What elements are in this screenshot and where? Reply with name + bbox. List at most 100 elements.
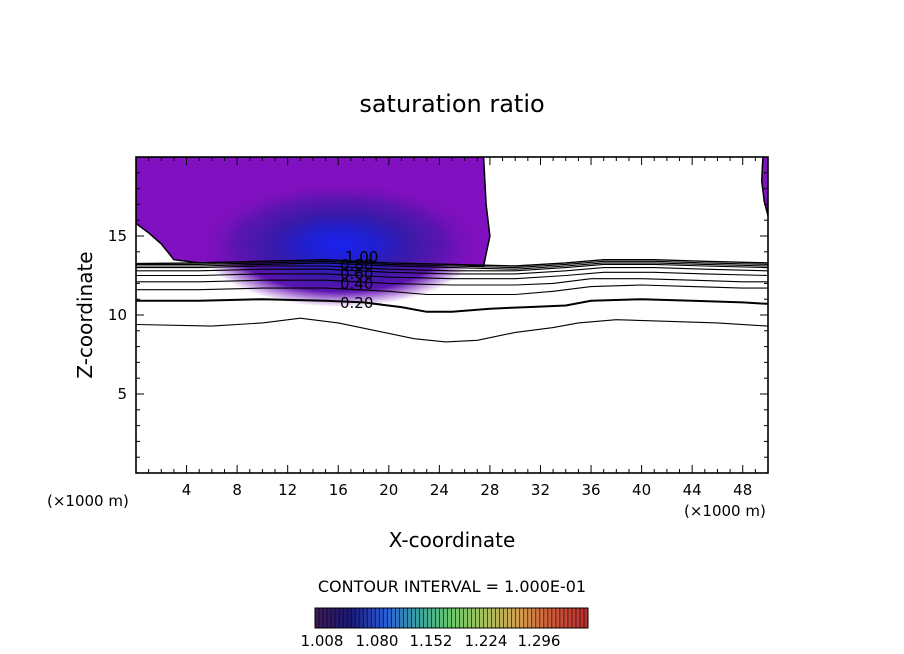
x-tick-label: 8 [232, 481, 242, 499]
colorbar-cell [419, 608, 424, 628]
plot-area [136, 157, 768, 343]
contour-line-0.3 [136, 284, 768, 296]
colorbar-cell [331, 608, 336, 628]
colorbar-tick-labels: 1.008 1.080 1.152 1.224 1.296 [301, 632, 561, 650]
x-tick-label: 44 [683, 481, 702, 499]
colorbar-cell [455, 608, 460, 628]
colorbar-cell [495, 608, 500, 628]
colorbar-cell [319, 608, 324, 628]
colorbar-cell [427, 608, 432, 628]
colorbar-cell [339, 608, 344, 628]
colorbar-cell [531, 608, 537, 628]
contour-line-0.4 [136, 278, 768, 286]
colorbar-cell [315, 608, 320, 628]
x-tick-label: 20 [379, 481, 398, 499]
x-tick-label: 24 [430, 481, 449, 499]
colorbar-cell [431, 608, 436, 628]
x-tick-label: 12 [278, 481, 297, 499]
supersaturation-core [200, 183, 480, 307]
colorbar-cell [567, 608, 573, 628]
chart-title: saturation ratio [359, 90, 544, 118]
y-tick-label: 5 [117, 385, 127, 403]
colorbar-cell [439, 608, 444, 628]
colorbar-cell [423, 608, 428, 628]
colorbar-cell [535, 608, 541, 628]
colorbar-cell [451, 608, 456, 628]
colorbar [314, 608, 589, 628]
colorbar-cell [503, 608, 509, 628]
contour-line-0.8 [136, 262, 768, 270]
x-tick-label: 28 [480, 481, 499, 499]
colorbar-cell [359, 608, 364, 628]
edge-supersaturated-region [760, 157, 768, 216]
colorbar-cell [515, 608, 521, 628]
contour-line-0.6 [136, 267, 768, 275]
colorbar-cell [559, 608, 565, 628]
colorbar-tick-label: 1.296 [518, 632, 561, 650]
contour-label-020: 0.20 [340, 294, 373, 312]
colorbar-cell [467, 608, 472, 628]
colorbar-cell [527, 608, 533, 628]
y-tick-label: 15 [108, 227, 127, 245]
contour-label-060: 0.60 [340, 265, 373, 283]
colorbar-cell [511, 608, 517, 628]
colorbar-cell [371, 608, 376, 628]
colorbar-cell [391, 608, 396, 628]
colorbar-cell [563, 608, 569, 628]
contour-line-0.5 [136, 271, 768, 280]
colorbar-cell [459, 608, 464, 628]
colorbar-cell [483, 608, 488, 628]
y-axis-label: Z-coordinate [73, 251, 97, 378]
colorbar-tick-label: 1.080 [356, 632, 399, 650]
colorbar-cell [491, 608, 496, 628]
colorbar-cell [323, 608, 328, 628]
x-ticks: 4 8 12 16 20 24 28 32 36 40 44 48 [148, 157, 756, 499]
colorbar-cell [415, 608, 420, 628]
colorbar-cell [375, 608, 380, 628]
x-tick-label: 16 [329, 481, 348, 499]
colorbar-cell [547, 608, 553, 628]
colorbar-cell [435, 608, 440, 628]
x-unit-left: (×1000 m) [47, 492, 129, 510]
colorbar-cell [543, 608, 549, 628]
contour-line-1.0 [136, 258, 768, 267]
colorbar-cell [539, 608, 545, 628]
colorbar-cell [471, 608, 476, 628]
colorbar-cell [347, 608, 352, 628]
colorbar-tick-label: 1.008 [301, 632, 344, 650]
colorbar-cell [379, 608, 384, 628]
colorbar-cell [555, 608, 561, 628]
colorbar-cell [507, 608, 513, 628]
colorbar-cell [363, 608, 368, 628]
colorbar-cell [351, 608, 356, 628]
colorbar-cell [383, 608, 388, 628]
x-tick-label: 40 [632, 481, 651, 499]
colorbar-cell [571, 608, 577, 628]
colorbar-cell [387, 608, 392, 628]
colorbar-frame [314, 607, 589, 629]
contour-lines [136, 258, 768, 343]
y-ticks: 5 10 15 [108, 172, 768, 458]
contour-interval-text: CONTOUR INTERVAL = 1.000E-01 [318, 577, 586, 596]
x-tick-label: 36 [581, 481, 600, 499]
colorbar-cell [475, 608, 480, 628]
colorbar-cell [327, 608, 332, 628]
x-unit-right: (×1000 m) [684, 502, 766, 520]
colorbar-cell [463, 608, 468, 628]
colorbar-cell [579, 608, 585, 628]
colorbar-cell [519, 608, 525, 628]
colorbar-cell [479, 608, 484, 628]
colorbar-cell [355, 608, 360, 628]
contour-line-0.7 [136, 263, 768, 272]
colorbar-tick-label: 1.224 [465, 632, 508, 650]
colorbar-cell [399, 608, 404, 628]
colorbar-cell [407, 608, 412, 628]
colorbar-cell [583, 608, 589, 628]
contour-line-0.9 [136, 260, 768, 269]
colorbar-cell [411, 608, 416, 628]
contour-label-100: 1.00 [345, 248, 378, 266]
x-tick-label: 32 [531, 481, 550, 499]
colorbar-tick-label: 1.152 [410, 632, 453, 650]
contour-label-040: 0.40 [340, 275, 373, 293]
